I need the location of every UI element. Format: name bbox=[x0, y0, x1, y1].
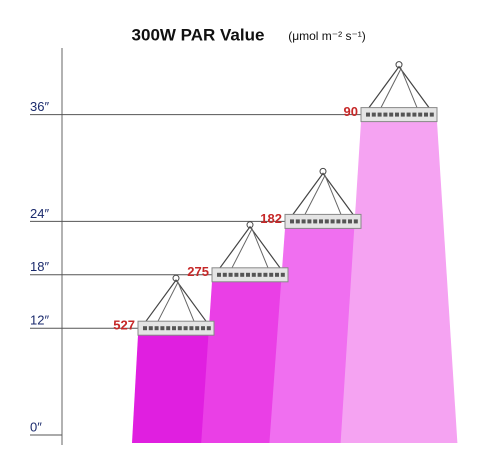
led bbox=[424, 112, 428, 117]
hanger-wire bbox=[292, 172, 354, 215]
light-cone bbox=[340, 121, 458, 443]
light-cone bbox=[132, 335, 220, 443]
led bbox=[406, 112, 411, 117]
led bbox=[295, 219, 300, 224]
y-tick-label: 0″ bbox=[30, 419, 42, 434]
led bbox=[222, 272, 227, 277]
led bbox=[206, 326, 211, 331]
hook bbox=[246, 221, 254, 229]
led bbox=[412, 112, 417, 117]
hook bbox=[319, 167, 327, 175]
led bbox=[148, 326, 153, 331]
led bbox=[177, 326, 182, 331]
led bbox=[389, 112, 394, 117]
hanger-wire bbox=[304, 174, 342, 215]
led bbox=[201, 326, 205, 331]
led bbox=[348, 219, 352, 224]
led bbox=[280, 272, 285, 277]
chart-subtitle: (μmol m⁻² s⁻¹) bbox=[288, 29, 366, 43]
y-tick-label: 24″ bbox=[30, 206, 49, 221]
led bbox=[195, 326, 200, 331]
value-label: 275 bbox=[187, 264, 209, 279]
led bbox=[313, 219, 318, 224]
led bbox=[263, 272, 268, 277]
led bbox=[275, 272, 279, 277]
led bbox=[307, 219, 312, 224]
value-label: 182 bbox=[260, 211, 282, 226]
led bbox=[246, 272, 250, 277]
led bbox=[217, 272, 221, 277]
led bbox=[395, 112, 399, 117]
hanger-wire bbox=[219, 225, 281, 269]
led bbox=[418, 112, 423, 117]
led bbox=[377, 112, 382, 117]
hook bbox=[172, 274, 180, 282]
led bbox=[290, 219, 294, 224]
hanger-wire bbox=[145, 279, 207, 322]
y-tick-label: 12″ bbox=[30, 313, 49, 328]
led bbox=[330, 219, 335, 224]
led bbox=[353, 219, 358, 224]
led bbox=[154, 326, 159, 331]
led bbox=[342, 219, 347, 224]
led bbox=[429, 112, 434, 117]
led bbox=[228, 272, 233, 277]
led bbox=[324, 219, 329, 224]
led bbox=[319, 219, 323, 224]
chart-title: 300W PAR Value bbox=[132, 25, 265, 44]
led bbox=[166, 326, 171, 331]
led bbox=[336, 219, 341, 224]
led bbox=[371, 112, 376, 117]
hanger-wire bbox=[231, 227, 269, 269]
led bbox=[251, 272, 256, 277]
value-label: 527 bbox=[113, 318, 135, 333]
led bbox=[160, 326, 165, 331]
y-tick-label: 18″ bbox=[30, 259, 49, 274]
led bbox=[234, 272, 239, 277]
hanger-wire bbox=[368, 65, 430, 108]
led bbox=[189, 326, 194, 331]
led bbox=[400, 112, 405, 117]
led bbox=[383, 112, 388, 117]
led bbox=[269, 272, 274, 277]
led bbox=[143, 326, 147, 331]
led bbox=[240, 272, 245, 277]
hanger-wire bbox=[380, 67, 418, 108]
y-tick-label: 36″ bbox=[30, 99, 49, 114]
led bbox=[301, 219, 306, 224]
led bbox=[172, 326, 176, 331]
value-label: 90 bbox=[344, 104, 358, 119]
led bbox=[257, 272, 262, 277]
hanger-wire bbox=[157, 281, 195, 322]
led bbox=[366, 112, 370, 117]
led bbox=[183, 326, 188, 331]
hook bbox=[395, 61, 403, 69]
